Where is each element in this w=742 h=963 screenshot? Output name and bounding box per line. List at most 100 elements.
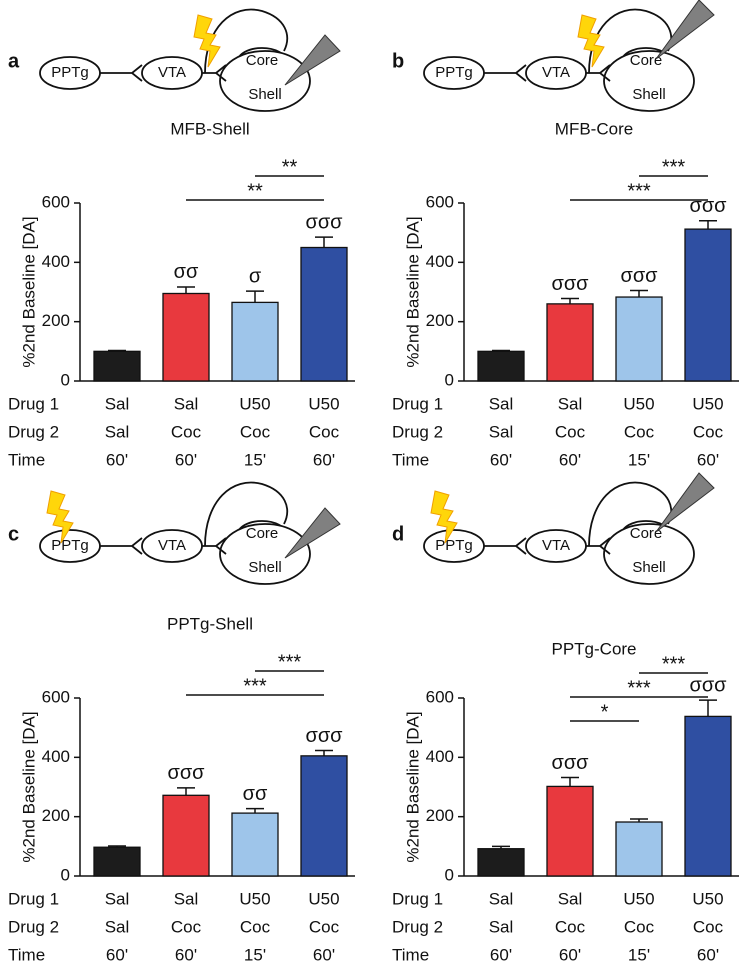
schematic-label: PPTg: [435, 537, 473, 554]
row-label: Drug 2: [392, 422, 443, 441]
row-cell: Sal: [105, 889, 130, 908]
row-label: Time: [392, 945, 429, 963]
significance: σσσ: [551, 273, 589, 295]
significance: σσσ: [167, 762, 205, 784]
schematic-label: Shell: [248, 86, 281, 103]
bracket-label: ***: [662, 156, 686, 178]
bar: [684, 228, 732, 382]
row-cell: 60': [175, 450, 197, 469]
lightning: [46, 490, 74, 544]
row-cell: 60': [559, 945, 581, 963]
row-cell: Coc: [171, 917, 202, 936]
schematic-label: PPTg: [51, 64, 89, 81]
panel-label: a: [8, 50, 20, 72]
row-cell: 60': [313, 945, 335, 963]
row-label: Drug 1: [392, 889, 443, 908]
schematic-node: [219, 523, 311, 585]
panel-label: d: [392, 523, 404, 545]
bar: [546, 785, 594, 877]
row-cell: U50: [308, 394, 339, 413]
row-cell: Coc: [693, 917, 724, 936]
bar: [300, 755, 348, 877]
row-cell: Coc: [555, 422, 586, 441]
schematic-label: Core: [246, 525, 279, 542]
y-tick-label: 200: [426, 311, 454, 330]
bracket-label: ***: [627, 180, 651, 202]
row-cell: Coc: [693, 422, 724, 441]
row-label: Drug 2: [392, 917, 443, 936]
panel-label: c: [8, 523, 19, 545]
row-cell: Sal: [558, 394, 583, 413]
electrode: [284, 507, 341, 559]
y-axis-label: %2nd Baseline [DA]: [403, 216, 422, 367]
y-tick-label: 600: [426, 192, 454, 211]
connector: [100, 537, 143, 555]
row-cell: U50: [239, 889, 270, 908]
schematic-label: PPTg: [435, 64, 473, 81]
row-label: Time: [8, 450, 45, 469]
row-cell: Sal: [558, 889, 583, 908]
schematic-label: Core: [630, 525, 663, 542]
row-label: Time: [392, 450, 429, 469]
row-cell: 60': [559, 450, 581, 469]
row-cell: Coc: [309, 422, 340, 441]
error-bar: [108, 349, 126, 352]
row-cell: Coc: [555, 917, 586, 936]
row-cell: 60': [490, 450, 512, 469]
y-tick-label: 0: [445, 370, 454, 389]
row-cell: 60': [106, 450, 128, 469]
row-cell: Sal: [489, 394, 514, 413]
bracket-label: ***: [278, 651, 302, 673]
error-bar: [699, 699, 717, 717]
schematic-label: VTA: [542, 537, 570, 554]
schematic-node: [603, 523, 695, 585]
schematic-label: VTA: [158, 537, 186, 554]
schematic-label: Core: [246, 52, 279, 69]
schematic-node: [219, 50, 311, 112]
schematic-label: VTA: [542, 64, 570, 81]
connector: [484, 64, 527, 82]
error-bar: [315, 236, 333, 248]
y-tick-label: 0: [445, 865, 454, 884]
row-cell: 60': [313, 450, 335, 469]
error-bar: [699, 220, 717, 230]
bracket-label: *: [601, 701, 609, 723]
error-bar: [561, 776, 579, 787]
chart-title: PPTg-Core: [551, 639, 636, 658]
y-tick-label: 600: [42, 192, 70, 211]
row-cell: 15': [628, 945, 650, 963]
schematic-label: Shell: [632, 86, 665, 103]
row-cell: U50: [239, 394, 270, 413]
row-cell: Coc: [240, 422, 271, 441]
row-cell: 15': [244, 945, 266, 963]
y-tick-label: 200: [42, 806, 70, 825]
error-bar: [177, 787, 195, 796]
y-axis-label: %2nd Baseline [DA]: [403, 711, 422, 862]
row-cell: Sal: [174, 394, 199, 413]
significance: σσσ: [305, 211, 343, 233]
error-bar: [246, 807, 264, 814]
row-cell: 15': [628, 450, 650, 469]
row-cell: 60': [697, 945, 719, 963]
loop: [588, 481, 673, 547]
bracket-label: ***: [662, 653, 686, 675]
error-bar: [561, 297, 579, 304]
schematic-label: PPTg: [51, 537, 89, 554]
y-tick-label: 600: [42, 687, 70, 706]
row-cell: Sal: [489, 917, 514, 936]
bar: [615, 296, 663, 382]
y-tick-label: 600: [426, 687, 454, 706]
row-label: Time: [8, 945, 45, 963]
row-cell: U50: [623, 394, 654, 413]
connector: [100, 64, 143, 82]
significance: σσσ: [689, 674, 727, 696]
significance: σσσ: [689, 195, 727, 217]
electrode: [284, 34, 341, 86]
row-cell: Sal: [105, 422, 130, 441]
significance: σσσ: [305, 725, 343, 747]
error-bar: [108, 845, 126, 848]
error-bar: [177, 286, 195, 294]
row-cell: Coc: [240, 917, 271, 936]
significance: σ: [249, 265, 262, 287]
